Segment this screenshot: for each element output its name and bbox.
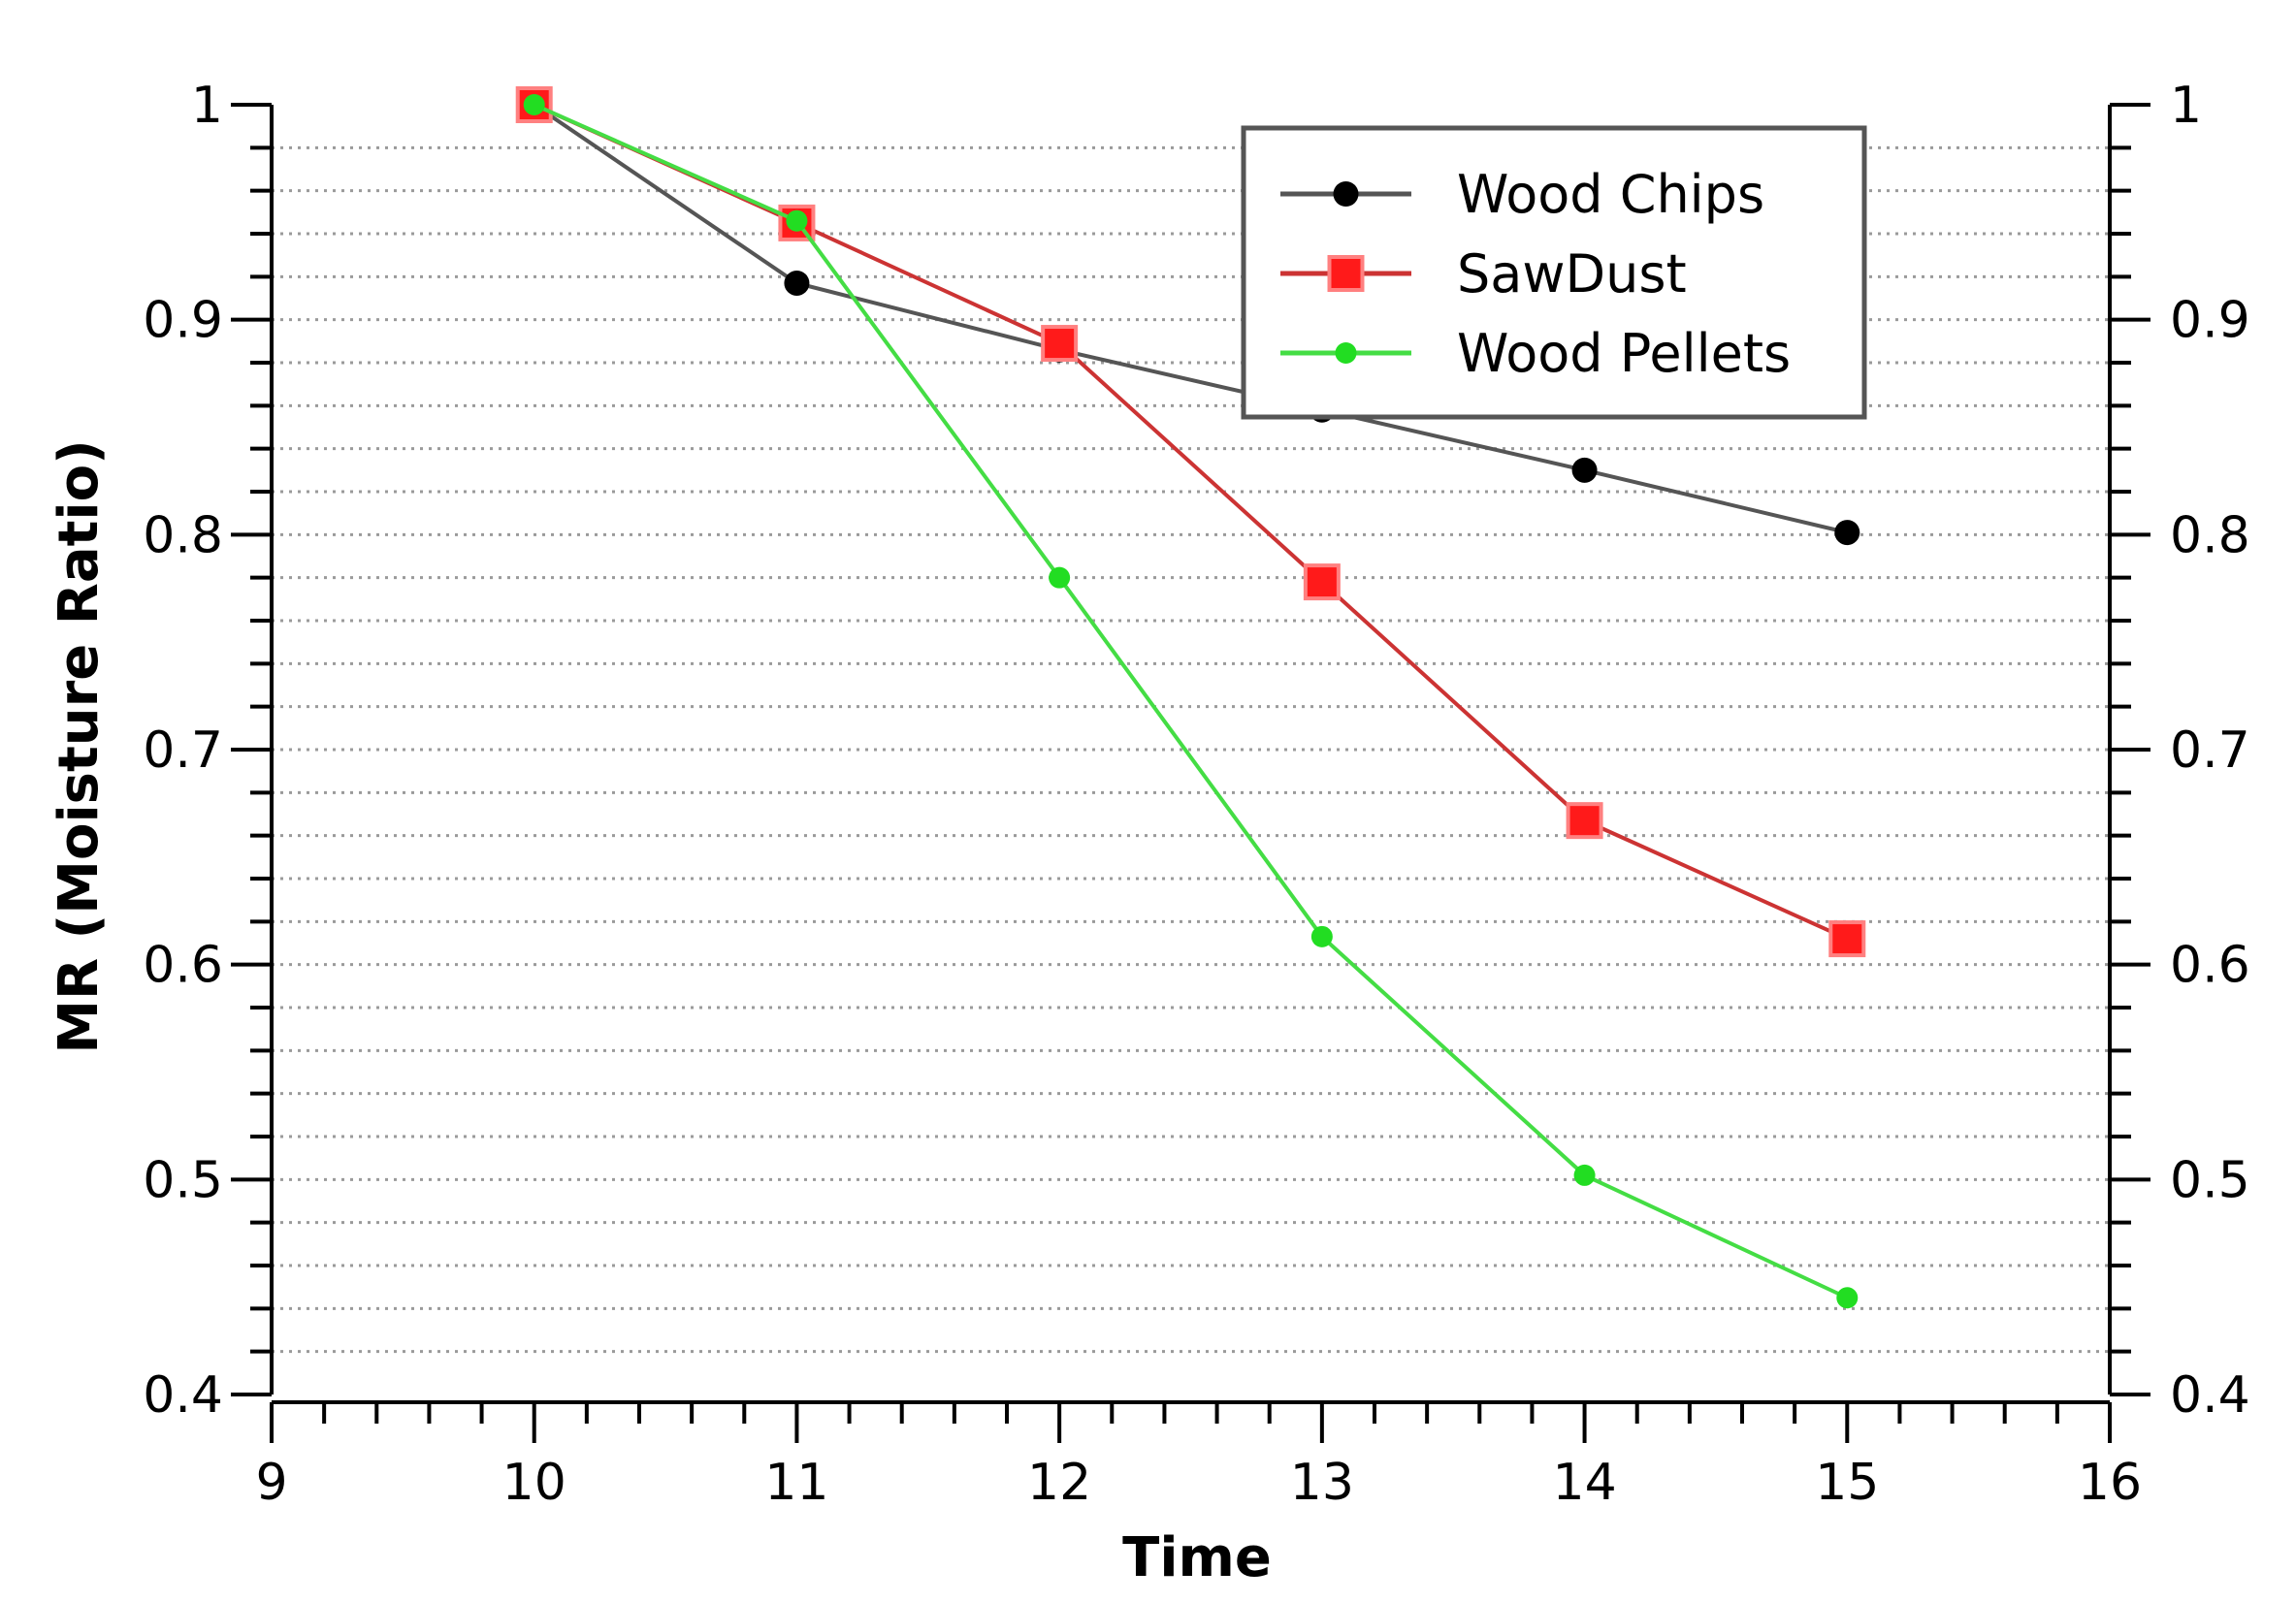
x-tick-label: 13 <box>1290 1454 1354 1512</box>
x-tick-label: 11 <box>764 1454 828 1512</box>
plot-series <box>515 86 1866 1309</box>
data-point <box>786 209 808 232</box>
y-tick-label-right: 0.9 <box>2170 292 2250 350</box>
x-tick-label: 16 <box>2078 1454 2142 1512</box>
y-tick-label-right: 0.8 <box>2170 506 2250 564</box>
data-point <box>1571 457 1598 483</box>
legend-item: Wood Chips <box>1280 164 1764 225</box>
x-tick-label: 10 <box>502 1454 566 1512</box>
data-point <box>1303 563 1341 601</box>
legend-swatch-marker <box>1335 342 1357 364</box>
series-wood-pellets <box>523 94 1859 1309</box>
legend-label: SawDust <box>1457 243 1687 305</box>
y-tick-label-right: 0.7 <box>2170 721 2250 780</box>
x-tick-label: 15 <box>1815 1454 1879 1512</box>
x-tick-label: 12 <box>1027 1454 1091 1512</box>
data-point <box>1828 920 1866 958</box>
axes: 0.4 0.40.5 0.50.6 0.60.7 0.70.8 0.80.9 0.91 19 1… <box>143 77 2249 1512</box>
y-tick-label: 0.9 <box>143 292 223 350</box>
y-tick-label: 0.8 <box>143 506 223 564</box>
data-point <box>1573 1164 1596 1186</box>
data-point <box>1834 520 1860 546</box>
legend-label: Wood Pellets <box>1457 323 1791 384</box>
legend-swatch-marker <box>1333 181 1359 207</box>
legend-items: Wood Chips SawDust Wood Pellets <box>1280 164 1791 384</box>
y-tick-label: 0.7 <box>143 721 223 780</box>
data-point <box>1836 1287 1859 1309</box>
series-line <box>533 103 1849 1300</box>
data-point <box>784 270 810 296</box>
legend-item: Wood Pellets <box>1280 323 1791 384</box>
data-point <box>523 94 545 115</box>
x-tick-label: 14 <box>1552 1454 1616 1512</box>
legend: Wood Chips SawDust Wood Pellets <box>1241 125 1867 420</box>
series-line <box>533 103 1848 535</box>
y-tick-label-right: 0.6 <box>2170 937 2250 995</box>
y-axis-title: MR (Moisture Ratio) <box>48 439 111 1053</box>
y-tick-label-right: 1 <box>2170 77 2202 135</box>
y-tick-label-right: 0.4 <box>2170 1366 2250 1425</box>
legend-item: SawDust <box>1280 243 1687 305</box>
legend-label: Wood Chips <box>1457 164 1764 225</box>
y-tick-label: 0.6 <box>143 937 223 995</box>
grid-lines <box>272 145 2110 1354</box>
y-tick-label: 0.5 <box>143 1151 223 1209</box>
y-tick-label: 1 <box>191 77 223 135</box>
y-tick-label: 0.4 <box>143 1366 223 1425</box>
x-axis-title: Time <box>1122 1526 1272 1589</box>
data-point <box>1049 566 1071 589</box>
y-tick-label-right: 0.5 <box>2170 1151 2250 1209</box>
data-point <box>1566 802 1603 840</box>
legend-swatch-marker <box>1327 255 1365 292</box>
data-point <box>1041 325 1079 363</box>
x-tick-label: 9 <box>255 1454 287 1512</box>
data-point <box>1310 925 1333 947</box>
